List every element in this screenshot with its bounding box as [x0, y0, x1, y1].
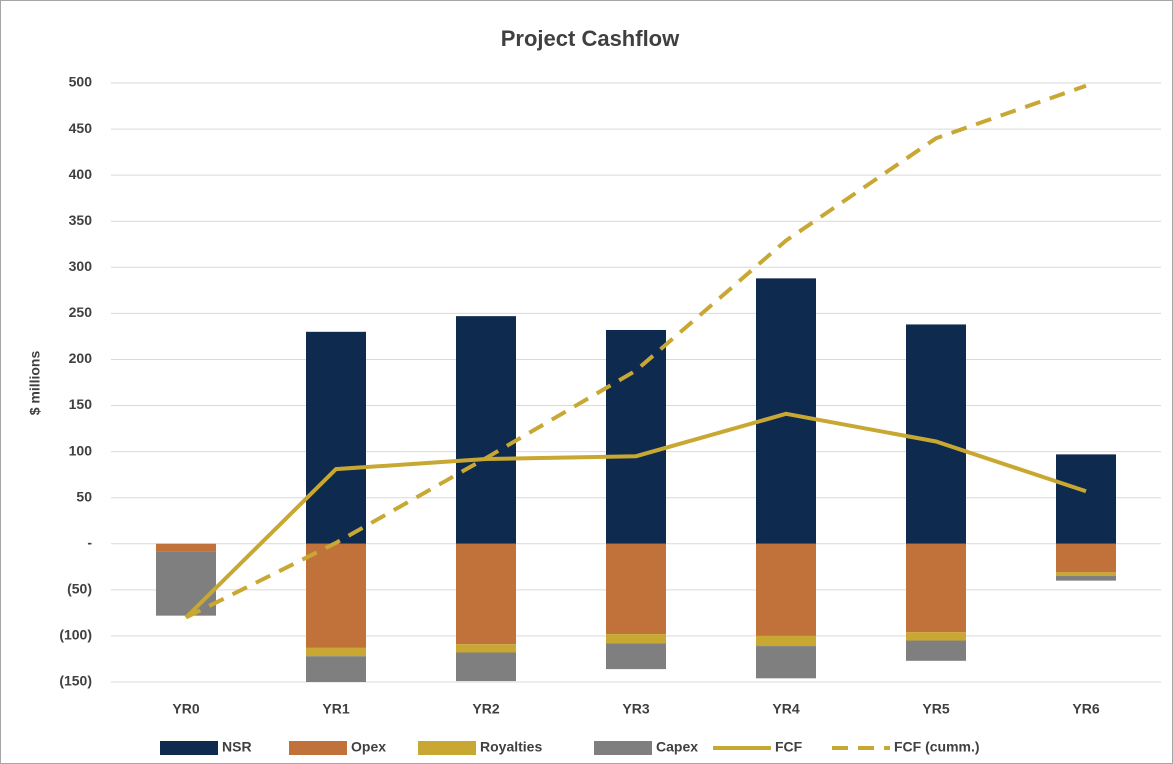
bar [306, 543, 366, 648]
legend-label: FCF [775, 739, 803, 755]
bar [606, 634, 666, 644]
bar [156, 551, 216, 616]
x-tick-label: YR4 [772, 701, 799, 717]
bar [456, 316, 516, 544]
legend-swatch [289, 741, 347, 755]
bar [606, 543, 666, 635]
bar [456, 543, 516, 645]
bar [1056, 572, 1116, 577]
y-tick-label: 500 [69, 74, 93, 90]
y-tick-label: 400 [69, 166, 93, 182]
y-tick-label: 150 [69, 396, 93, 412]
bar [906, 543, 966, 633]
bar [1056, 543, 1116, 573]
y-tick-label: 250 [69, 304, 93, 320]
bar [756, 635, 816, 647]
y-axis-title: $ millions [27, 351, 43, 416]
legend-label: Opex [351, 739, 386, 755]
bar [906, 324, 966, 544]
y-tick-label: 100 [69, 442, 93, 458]
legend-label: Capex [656, 739, 698, 755]
x-tick-label: YR0 [172, 701, 199, 717]
legend-label: NSR [222, 739, 252, 755]
x-tick-label: YR2 [472, 701, 499, 717]
y-tick-label: - [87, 534, 92, 550]
y-tick-label: 300 [69, 258, 93, 274]
line-series [184, 411, 1087, 619]
x-tick-label: YR6 [1072, 701, 1099, 717]
bar [456, 644, 516, 653]
x-tick-label: YR3 [622, 701, 649, 717]
y-tick-label: (50) [67, 581, 92, 597]
bar [306, 656, 366, 682]
y-tick-label: (150) [59, 673, 92, 689]
y-tick-label: 50 [76, 488, 92, 504]
legend-swatch [160, 741, 218, 755]
chart-title: Project Cashflow [501, 26, 680, 51]
bar [756, 543, 816, 636]
y-tick-label: 200 [69, 350, 93, 366]
legend-label: FCF (cumm.) [894, 739, 980, 755]
legend-label: Royalties [480, 739, 542, 755]
x-tick-label: YR5 [922, 701, 949, 717]
legend-swatch [594, 741, 652, 755]
bar [156, 543, 216, 552]
bar [906, 632, 966, 641]
legend-swatch [418, 741, 476, 755]
bar [606, 329, 666, 544]
line-series [185, 83, 1087, 620]
bar [1056, 576, 1116, 581]
bar [1056, 454, 1116, 544]
bar [456, 652, 516, 682]
y-tick-label: 450 [69, 120, 93, 136]
y-tick-label: (100) [59, 627, 92, 643]
bar [756, 278, 816, 544]
bar [756, 646, 816, 679]
x-tick-label: YR1 [322, 701, 349, 717]
bar [606, 643, 666, 670]
bar [306, 331, 366, 544]
bar [306, 647, 366, 657]
y-tick-label: 350 [69, 212, 93, 228]
bar [906, 640, 966, 661]
